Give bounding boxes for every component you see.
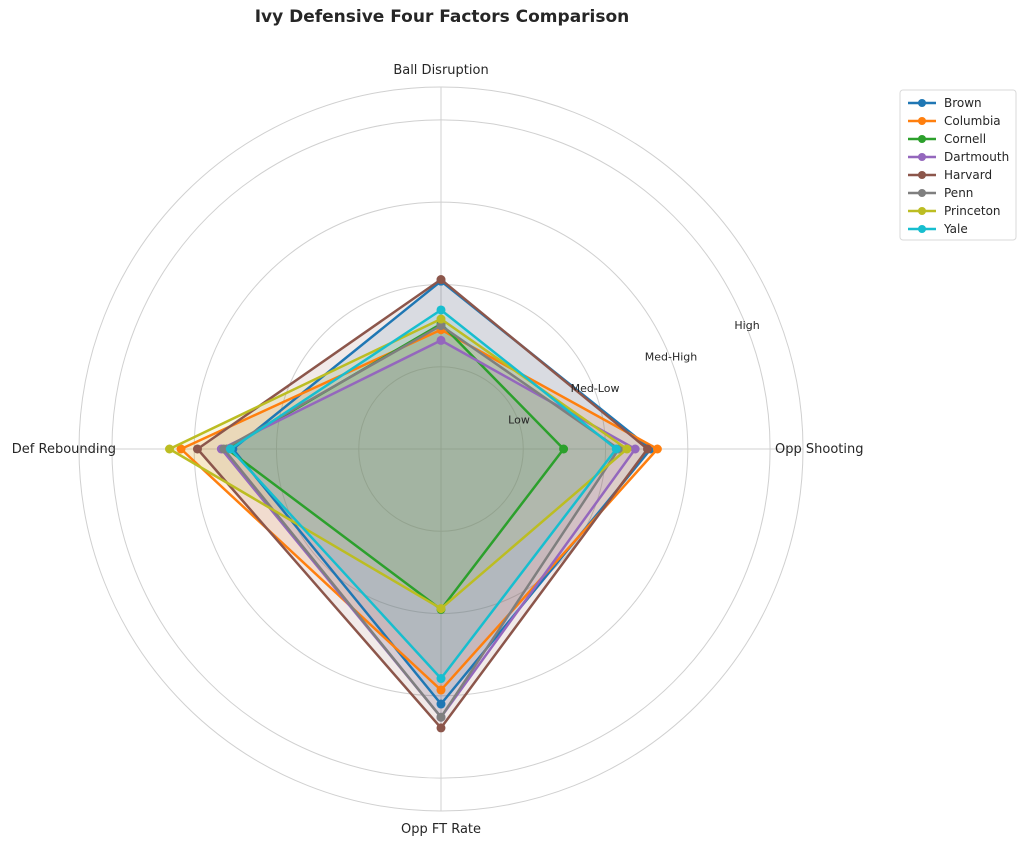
point-yale-2 xyxy=(436,674,446,684)
point-yale-3 xyxy=(225,444,235,454)
legend-marker-harvard xyxy=(918,171,926,179)
point-penn-3 xyxy=(219,444,229,454)
ring-label-1: Med-Low xyxy=(571,382,620,395)
series-fill-dartmouth xyxy=(221,340,636,718)
point-harvard-3 xyxy=(192,444,202,454)
point-columbia-3 xyxy=(176,444,186,454)
point-dartmouth-1 xyxy=(630,444,640,454)
chart-title: Ivy Defensive Four Factors Comparison xyxy=(255,7,630,27)
legend-marker-cornell xyxy=(918,135,926,143)
legend-label-harvard: Harvard xyxy=(944,168,992,182)
point-princeton-0 xyxy=(436,314,446,324)
point-harvard-0 xyxy=(436,275,446,285)
ring-label-3: High xyxy=(734,319,759,332)
point-cornell-1 xyxy=(559,444,569,454)
point-penn-2 xyxy=(436,712,446,722)
series-layer xyxy=(165,275,662,733)
series-fill-penn xyxy=(223,325,619,718)
series-fill-princeton xyxy=(169,319,627,609)
series-fill-cornell xyxy=(227,323,564,610)
legend-marker-yale xyxy=(918,225,926,233)
axis-label-0: Ball Disruption xyxy=(393,63,488,78)
legend-label-dartmouth: Dartmouth xyxy=(944,150,1009,164)
point-columbia-1 xyxy=(652,444,662,454)
legend-label-columbia: Columbia xyxy=(944,114,1001,128)
legend-label-princeton: Princeton xyxy=(944,204,1001,218)
point-brown-2 xyxy=(436,699,446,709)
legend-marker-dartmouth xyxy=(918,153,926,161)
legend-label-penn: Penn xyxy=(944,186,973,200)
legend-label-brown: Brown xyxy=(944,96,982,110)
series-fill-yale xyxy=(230,310,617,679)
ring-label-0: Low xyxy=(508,414,530,427)
axis-label-3: Def Rebounding xyxy=(12,442,116,457)
legend-box xyxy=(899,89,1017,241)
ring-label-2: Med-High xyxy=(645,351,698,364)
legend-marker-penn xyxy=(918,189,926,197)
point-princeton-1 xyxy=(622,444,632,454)
legend-marker-brown xyxy=(918,99,926,107)
series-fill-columbia xyxy=(181,329,658,691)
axis-label-1: Opp Shooting xyxy=(775,442,863,457)
point-yale-0 xyxy=(436,305,446,315)
point-princeton-3 xyxy=(165,444,174,454)
point-dartmouth-0 xyxy=(436,335,446,345)
point-harvard-2 xyxy=(436,723,446,733)
point-columbia-2 xyxy=(436,685,446,695)
axis-labels: Ball Disruption Opp Shooting Opp FT Rate De… xyxy=(12,63,864,837)
point-princeton-2 xyxy=(436,604,446,614)
axis-label-2: Opp FT Rate xyxy=(401,822,481,837)
point-yale-1 xyxy=(611,444,621,454)
legend-marker-columbia xyxy=(918,117,926,125)
legend: Brown Columbia Cornell Dartmouth Harvard Penn… xyxy=(899,89,1017,241)
point-penn-0 xyxy=(436,321,446,331)
point-harvard-1 xyxy=(643,444,653,454)
legend-label-yale: Yale xyxy=(943,222,968,236)
legend-marker-princeton xyxy=(918,207,926,215)
legend-label-cornell: Cornell xyxy=(944,132,986,146)
